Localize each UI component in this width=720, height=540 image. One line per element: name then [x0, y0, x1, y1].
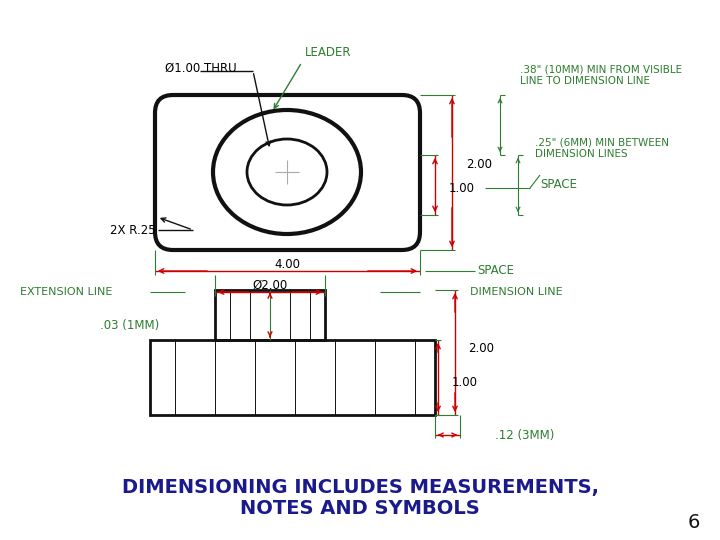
- Text: LEADER: LEADER: [305, 45, 351, 58]
- Text: 4.00: 4.00: [274, 258, 300, 271]
- Text: 2.00: 2.00: [468, 341, 494, 354]
- Text: .12 (3MM): .12 (3MM): [495, 429, 554, 442]
- Text: DIMENSIONING INCLUDES MEASUREMENTS,
NOTES AND SYMBOLS: DIMENSIONING INCLUDES MEASUREMENTS, NOTE…: [122, 477, 598, 518]
- Text: .03 (1MM): .03 (1MM): [100, 319, 159, 332]
- Text: Ø1.00 THRU: Ø1.00 THRU: [165, 62, 237, 75]
- Text: SPACE: SPACE: [477, 265, 514, 278]
- Text: .25" (6MM) MIN BETWEEN
DIMENSION LINES: .25" (6MM) MIN BETWEEN DIMENSION LINES: [535, 137, 669, 159]
- Text: 2.00: 2.00: [466, 159, 492, 172]
- Bar: [150, 340, 435, 415]
- Text: 1.00: 1.00: [452, 375, 478, 388]
- Text: Ø2.00: Ø2.00: [253, 279, 287, 292]
- Text: 6: 6: [688, 512, 700, 531]
- Text: SPACE: SPACE: [540, 179, 577, 192]
- Text: EXTENSION LINE: EXTENSION LINE: [20, 287, 112, 297]
- Text: 2X R.25: 2X R.25: [110, 225, 156, 238]
- Text: 1.00: 1.00: [449, 181, 475, 194]
- Text: .38" (10MM) MIN FROM VISIBLE
LINE TO DIMENSION LINE: .38" (10MM) MIN FROM VISIBLE LINE TO DIM…: [520, 64, 682, 86]
- Bar: [215, 290, 325, 340]
- Text: DIMENSION LINE: DIMENSION LINE: [470, 287, 562, 297]
